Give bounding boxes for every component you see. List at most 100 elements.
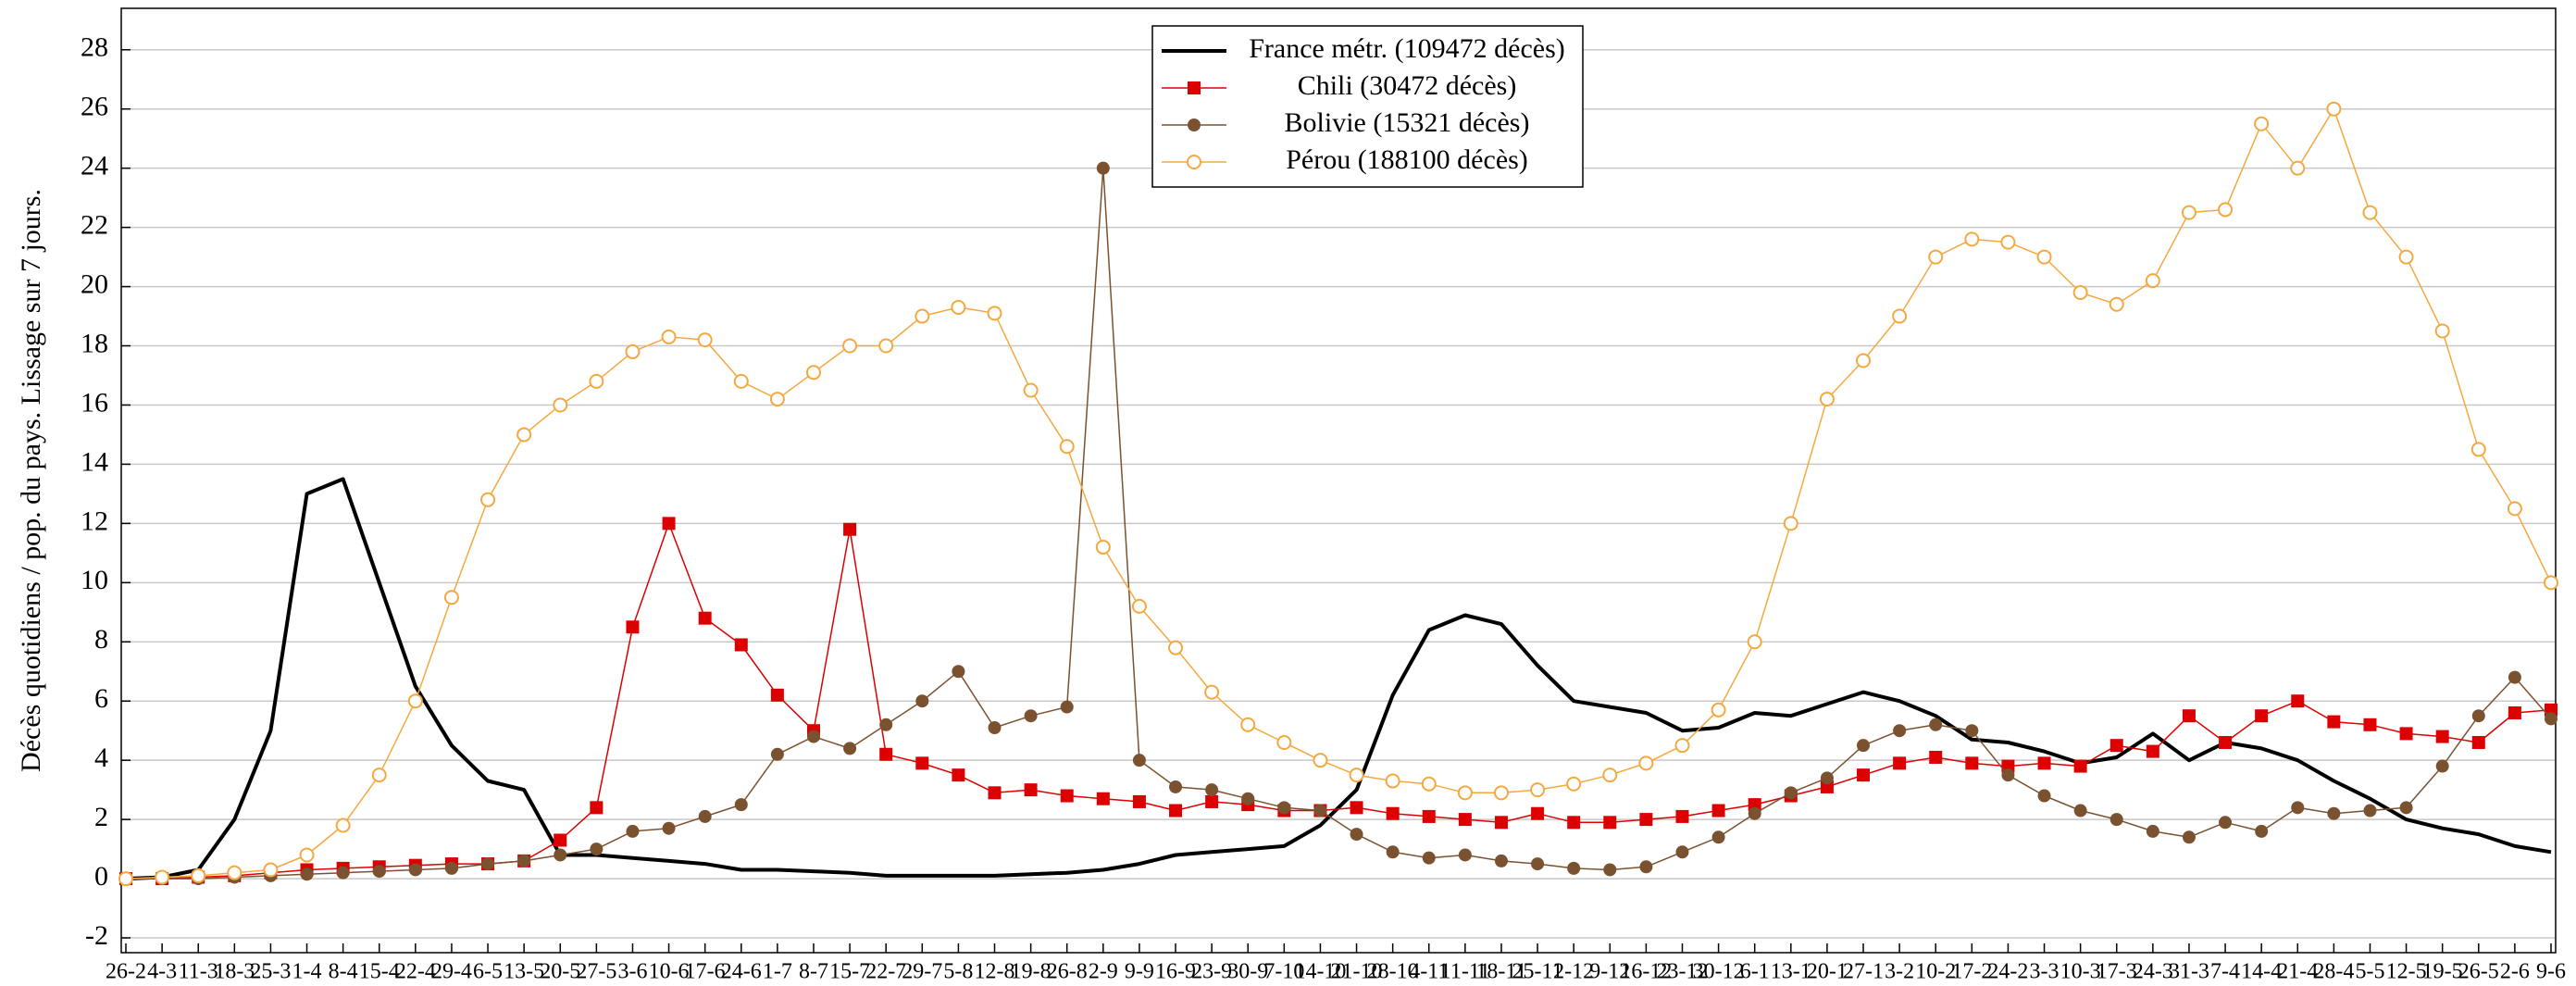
marker — [2109, 739, 2123, 753]
marker — [191, 867, 206, 883]
marker — [842, 338, 858, 354]
marker — [1169, 780, 1183, 793]
marker — [1240, 717, 1256, 732]
y-tick-label: 16 — [81, 387, 108, 418]
marker — [118, 871, 133, 887]
marker — [879, 747, 893, 761]
marker — [1893, 756, 1907, 770]
marker — [1820, 771, 1834, 785]
marker — [1531, 857, 1545, 871]
marker — [155, 869, 170, 885]
x-tick-label: 6-5 — [473, 960, 503, 984]
x-tick-label: 28-4 — [2313, 960, 2354, 984]
x-tick-label: 26-8 — [1047, 960, 1088, 984]
marker — [590, 842, 604, 856]
marker — [1711, 804, 1725, 818]
x-tick-label: 17-2 — [1951, 960, 1992, 984]
marker — [1458, 813, 1472, 827]
x-tick-label: 30-12 — [1693, 960, 1745, 984]
x-tick-label: 7-10 — [1263, 960, 1304, 984]
marker — [1095, 539, 1111, 555]
marker — [2001, 768, 2015, 782]
marker — [2072, 284, 2088, 300]
marker — [770, 688, 784, 702]
marker — [2219, 735, 2233, 749]
marker — [1241, 792, 1255, 805]
series — [125, 477, 2552, 881]
marker — [843, 522, 857, 536]
marker — [698, 809, 712, 823]
x-tick-label: 15-7 — [829, 960, 870, 984]
marker — [1169, 804, 1183, 818]
marker — [988, 720, 1002, 734]
marker — [1530, 782, 1546, 798]
x-tick-label: 19-5 — [2422, 960, 2463, 984]
marker — [590, 801, 604, 815]
x-tick-label: 9-12 — [1589, 960, 1630, 984]
marker — [480, 492, 496, 507]
marker — [1060, 700, 1074, 714]
marker — [952, 665, 965, 679]
marker — [1893, 724, 1907, 738]
marker — [1819, 392, 1835, 407]
x-tick-label: 17-3 — [2097, 960, 2137, 984]
marker — [2435, 730, 2449, 743]
marker — [1023, 382, 1039, 398]
x-tick-label: 10-3 — [2060, 960, 2101, 984]
marker — [2146, 824, 2159, 838]
series — [118, 101, 2558, 887]
marker — [987, 306, 1002, 321]
marker — [698, 611, 712, 625]
marker — [1892, 308, 1908, 324]
marker — [1276, 734, 1292, 750]
legend-marker — [1188, 119, 1201, 131]
marker — [1747, 634, 1762, 650]
marker — [626, 620, 640, 634]
x-tick-label: 16-12 — [1620, 960, 1672, 984]
marker — [1929, 750, 1943, 764]
legend-label: Bolivie (15321 décès) — [1285, 107, 1530, 138]
marker — [1857, 739, 1871, 753]
marker — [1132, 794, 1146, 808]
x-tick-label: 23-12 — [1656, 960, 1708, 984]
marker — [2182, 709, 2196, 723]
marker — [2037, 756, 2051, 770]
x-tick-label: 10-2 — [1915, 960, 1956, 984]
x-tick-label: 16-9 — [1155, 960, 1196, 984]
x-tick-label: 5-8 — [943, 960, 973, 984]
y-tick-label: 6 — [94, 683, 108, 714]
marker — [1349, 768, 1364, 783]
marker — [2037, 789, 2051, 803]
marker — [408, 863, 422, 877]
marker — [1205, 783, 1219, 797]
marker — [2545, 712, 2557, 726]
marker — [299, 847, 315, 863]
marker — [2398, 249, 2414, 265]
x-tick-label: 13-1 — [1771, 960, 1811, 984]
marker — [2326, 101, 2342, 117]
x-tick-label: 19-8 — [1011, 960, 1052, 984]
marker — [2399, 801, 2413, 815]
x-tick-label: 6-1 — [1740, 960, 1770, 984]
marker — [806, 730, 820, 743]
legend-marker — [1187, 155, 1201, 169]
marker — [2036, 249, 2052, 265]
marker — [662, 517, 676, 530]
y-tick-label: 24 — [81, 151, 108, 181]
marker — [2073, 804, 2087, 818]
marker — [1783, 516, 1798, 531]
marker — [444, 861, 458, 875]
legend-marker — [1188, 81, 1201, 94]
marker — [2181, 205, 2196, 220]
marker — [2362, 205, 2378, 220]
marker — [1856, 353, 1872, 368]
x-tick-label: 24-2 — [1987, 960, 2028, 984]
marker — [626, 824, 640, 838]
marker — [734, 798, 748, 812]
y-tick-label: 12 — [81, 505, 108, 536]
x-tick-label: 1-7 — [763, 960, 792, 984]
marker — [1820, 780, 1834, 793]
marker — [952, 768, 965, 782]
marker — [1386, 845, 1400, 859]
